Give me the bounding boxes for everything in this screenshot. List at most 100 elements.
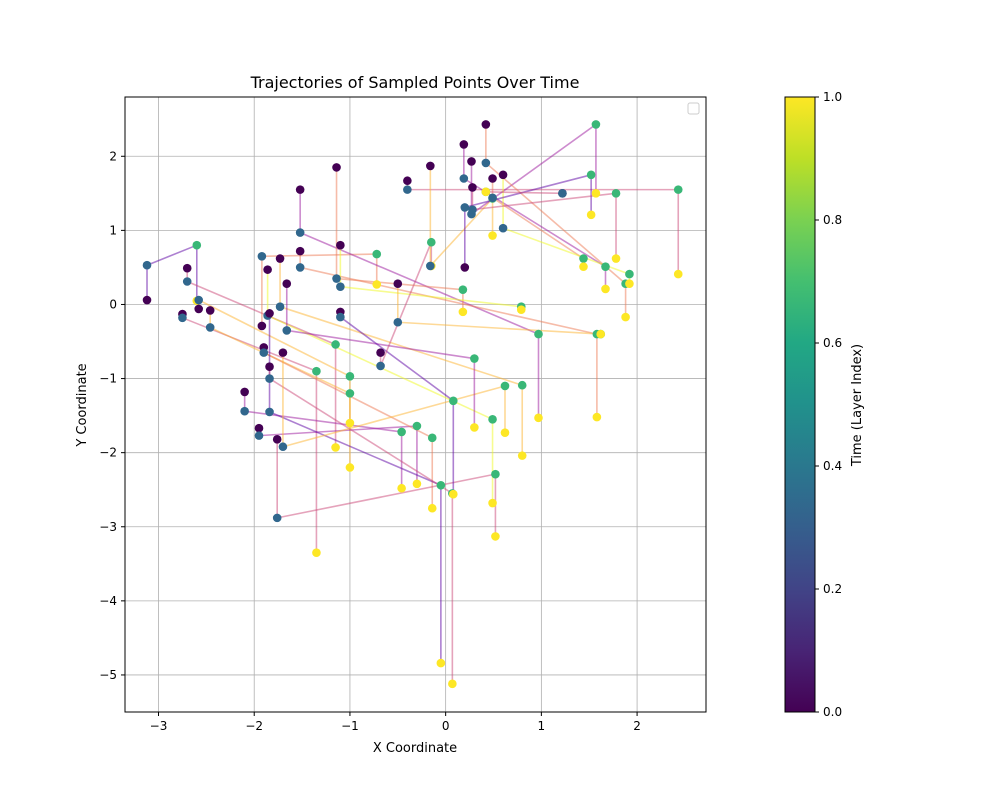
- trajectory-segment: [379, 241, 433, 367]
- data-point: [460, 203, 470, 212]
- data-point: [278, 442, 288, 452]
- trajectory-segment: [277, 473, 496, 519]
- data-point: [488, 415, 497, 424]
- data-point: [625, 269, 634, 279]
- data-point: [491, 532, 500, 541]
- data-point: [372, 280, 382, 289]
- data-point: [498, 170, 508, 180]
- data-point: [272, 435, 282, 444]
- colorbar-tick-label: 0.6: [823, 336, 842, 350]
- data-point: [345, 372, 355, 381]
- data-point: [393, 279, 403, 289]
- grid-lines: [125, 97, 706, 712]
- data-point: [205, 323, 215, 332]
- trajectory-segment: [258, 425, 417, 437]
- y-tick-label: 0: [109, 297, 117, 311]
- data-point: [498, 223, 508, 233]
- trajectory-segment: [269, 411, 442, 487]
- data-point: [601, 262, 610, 271]
- data-point: [596, 329, 606, 339]
- y-tick-label: −4: [99, 594, 117, 608]
- data-point: [336, 240, 345, 250]
- data-point: [192, 240, 202, 250]
- data-point: [449, 396, 458, 406]
- trajectory-points: [142, 120, 683, 689]
- y-axis-label: Y Coordinate: [75, 363, 90, 447]
- data-point: [426, 237, 436, 247]
- data-point: [470, 354, 479, 363]
- data-point: [517, 380, 527, 390]
- data-point: [460, 263, 470, 272]
- data-point: [470, 423, 479, 432]
- data-point: [591, 120, 601, 129]
- trajectory-segment: [299, 266, 598, 335]
- data-point: [586, 210, 596, 220]
- data-point: [459, 174, 469, 183]
- data-point: [488, 174, 497, 183]
- data-point: [265, 362, 274, 372]
- data-point: [254, 431, 264, 440]
- trajectory-segment: [485, 191, 563, 195]
- data-point: [295, 246, 305, 256]
- data-point: [182, 263, 192, 273]
- data-point: [621, 312, 630, 322]
- data-point: [516, 305, 526, 314]
- colorbar: [784, 96, 816, 713]
- data-point: [488, 231, 497, 240]
- data-point: [263, 265, 272, 274]
- trajectory-segment: [182, 317, 317, 372]
- data-point: [142, 260, 152, 270]
- x-axis-ticks: −3 −2 −1 0 1 2: [150, 712, 641, 733]
- y-tick-label: −2: [99, 446, 117, 460]
- x-tick-label: −3: [150, 719, 168, 733]
- data-point: [295, 228, 305, 237]
- data-point: [673, 269, 683, 279]
- x-tick-label: −1: [341, 719, 359, 733]
- colorbar-tick-label: 0.0: [823, 705, 842, 719]
- trajectory-segment: [282, 385, 506, 448]
- trajectory-segment: [502, 227, 630, 275]
- trajectory-segment: [464, 174, 592, 209]
- data-point: [282, 326, 292, 335]
- data-point: [336, 312, 345, 322]
- trajectory-segment: [146, 244, 198, 266]
- data-point: [459, 140, 469, 149]
- data-point: [397, 483, 406, 493]
- data-point: [427, 503, 437, 513]
- trajectory-segment: [339, 316, 454, 402]
- y-tick-label: −5: [99, 668, 117, 682]
- plot-area-frame: [124, 96, 707, 713]
- data-point: [240, 387, 249, 397]
- data-point: [427, 433, 437, 443]
- colorbar-tick-label: 1.0: [823, 90, 842, 104]
- trajectory-segment: [269, 377, 453, 495]
- data-point: [376, 361, 385, 371]
- data-point: [579, 254, 588, 263]
- data-point: [558, 189, 567, 198]
- trajectory-segment: [286, 329, 475, 360]
- data-point: [467, 157, 476, 166]
- data-point: [257, 321, 267, 331]
- data-point: [611, 254, 621, 263]
- data-point: [265, 309, 274, 318]
- data-point: [448, 679, 457, 689]
- data-point: [282, 279, 292, 289]
- data-point: [458, 285, 468, 294]
- data-point: [426, 261, 435, 271]
- data-point: [372, 249, 382, 259]
- y-tick-label: −1: [99, 372, 117, 386]
- data-point: [332, 274, 341, 283]
- data-point: [436, 658, 446, 668]
- data-point: [194, 304, 204, 314]
- data-point: [265, 374, 274, 383]
- data-point: [295, 263, 305, 272]
- x-tick-label: 1: [538, 719, 546, 733]
- data-point: [534, 413, 543, 423]
- x-tick-label: 0: [442, 719, 450, 733]
- data-point: [611, 189, 621, 198]
- data-point: [601, 284, 610, 294]
- data-point: [336, 282, 345, 291]
- data-point: [376, 348, 385, 357]
- data-point: [182, 277, 192, 286]
